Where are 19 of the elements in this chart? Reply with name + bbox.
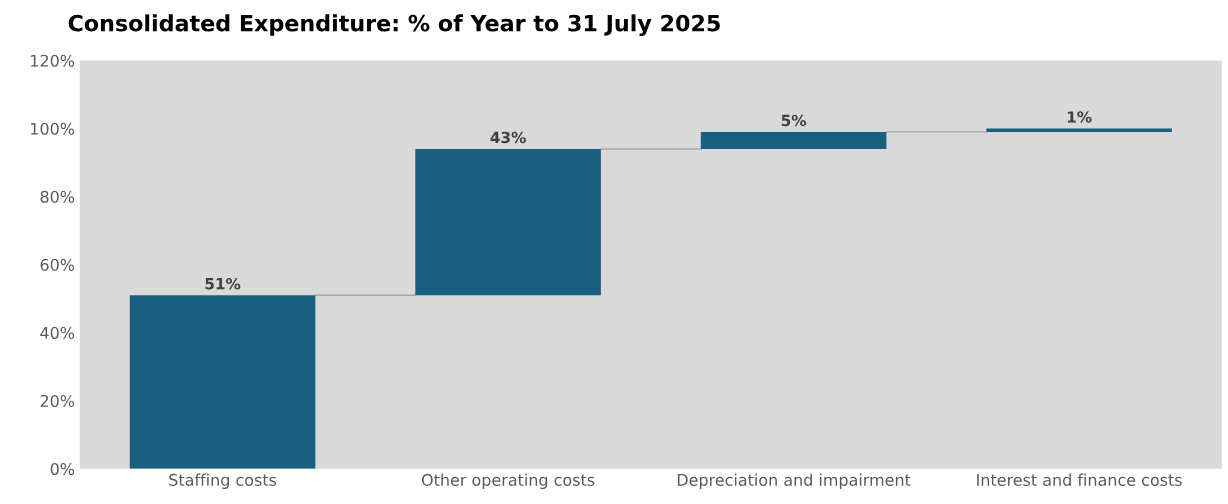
data-label: 5% (781, 114, 807, 127)
bar (700, 131, 887, 149)
y-tick-label: 100% (31, 122, 75, 135)
x-tick-label: Interest and finance costs (977, 473, 1182, 486)
x-tick-label: Depreciation and impairment (677, 473, 911, 490)
x-tick-label: Staffing costs (169, 473, 277, 490)
y-tick-label: 0% (50, 462, 75, 476)
y-tick-label: 120% (31, 54, 75, 67)
x-tick-label: Other operating costs (421, 473, 595, 490)
y-tick-label: 40% (40, 326, 75, 339)
data-label: 43% (490, 131, 526, 144)
data-label: 51% (205, 277, 241, 290)
bar (129, 295, 316, 469)
chart-title: Consolidated Expenditure: % of Year to 31 July 2025 (68, 14, 720, 37)
y-tick-label: 20% (40, 394, 75, 407)
data-label: 1% (1067, 111, 1092, 123)
y-tick-label: 60% (40, 258, 75, 271)
y-tick-label: 80% (40, 190, 75, 203)
bar (415, 148, 601, 296)
